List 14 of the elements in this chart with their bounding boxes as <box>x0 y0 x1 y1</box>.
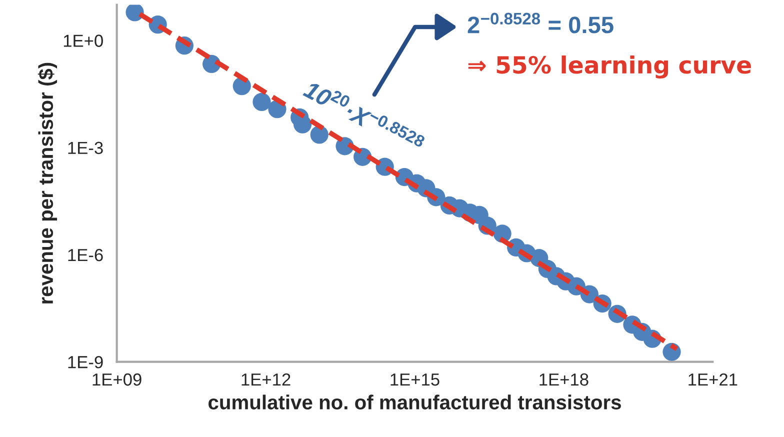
y-tick-label: 1E-9 <box>68 356 103 368</box>
x-tick-label: 1E+15 <box>390 374 440 386</box>
y-tick-label: 1E-3 <box>68 142 103 154</box>
y-tick-label: 1E-6 <box>68 248 103 262</box>
x-tick-label: 1E+09 <box>92 373 142 386</box>
annotation: 2$^{−0.8528}$ = 0.55 <box>468 12 614 34</box>
y-tick-label: 1E+0 <box>64 34 103 47</box>
x-tick-label: 1E+12 <box>242 373 290 386</box>
annotation: ⇒ 55% learning curve <box>468 55 751 79</box>
x-tick-label: 1E+21 <box>688 373 738 386</box>
x-axis-title: cumulative no. of manufactured transistors <box>208 394 621 410</box>
x-tick-label: 1E+18 <box>540 373 588 386</box>
y-axis-title: revenue per transistor ($) <box>38 62 58 304</box>
annotation: 10$^{20}$·X$^{−0.8528}$ <box>302 77 426 156</box>
